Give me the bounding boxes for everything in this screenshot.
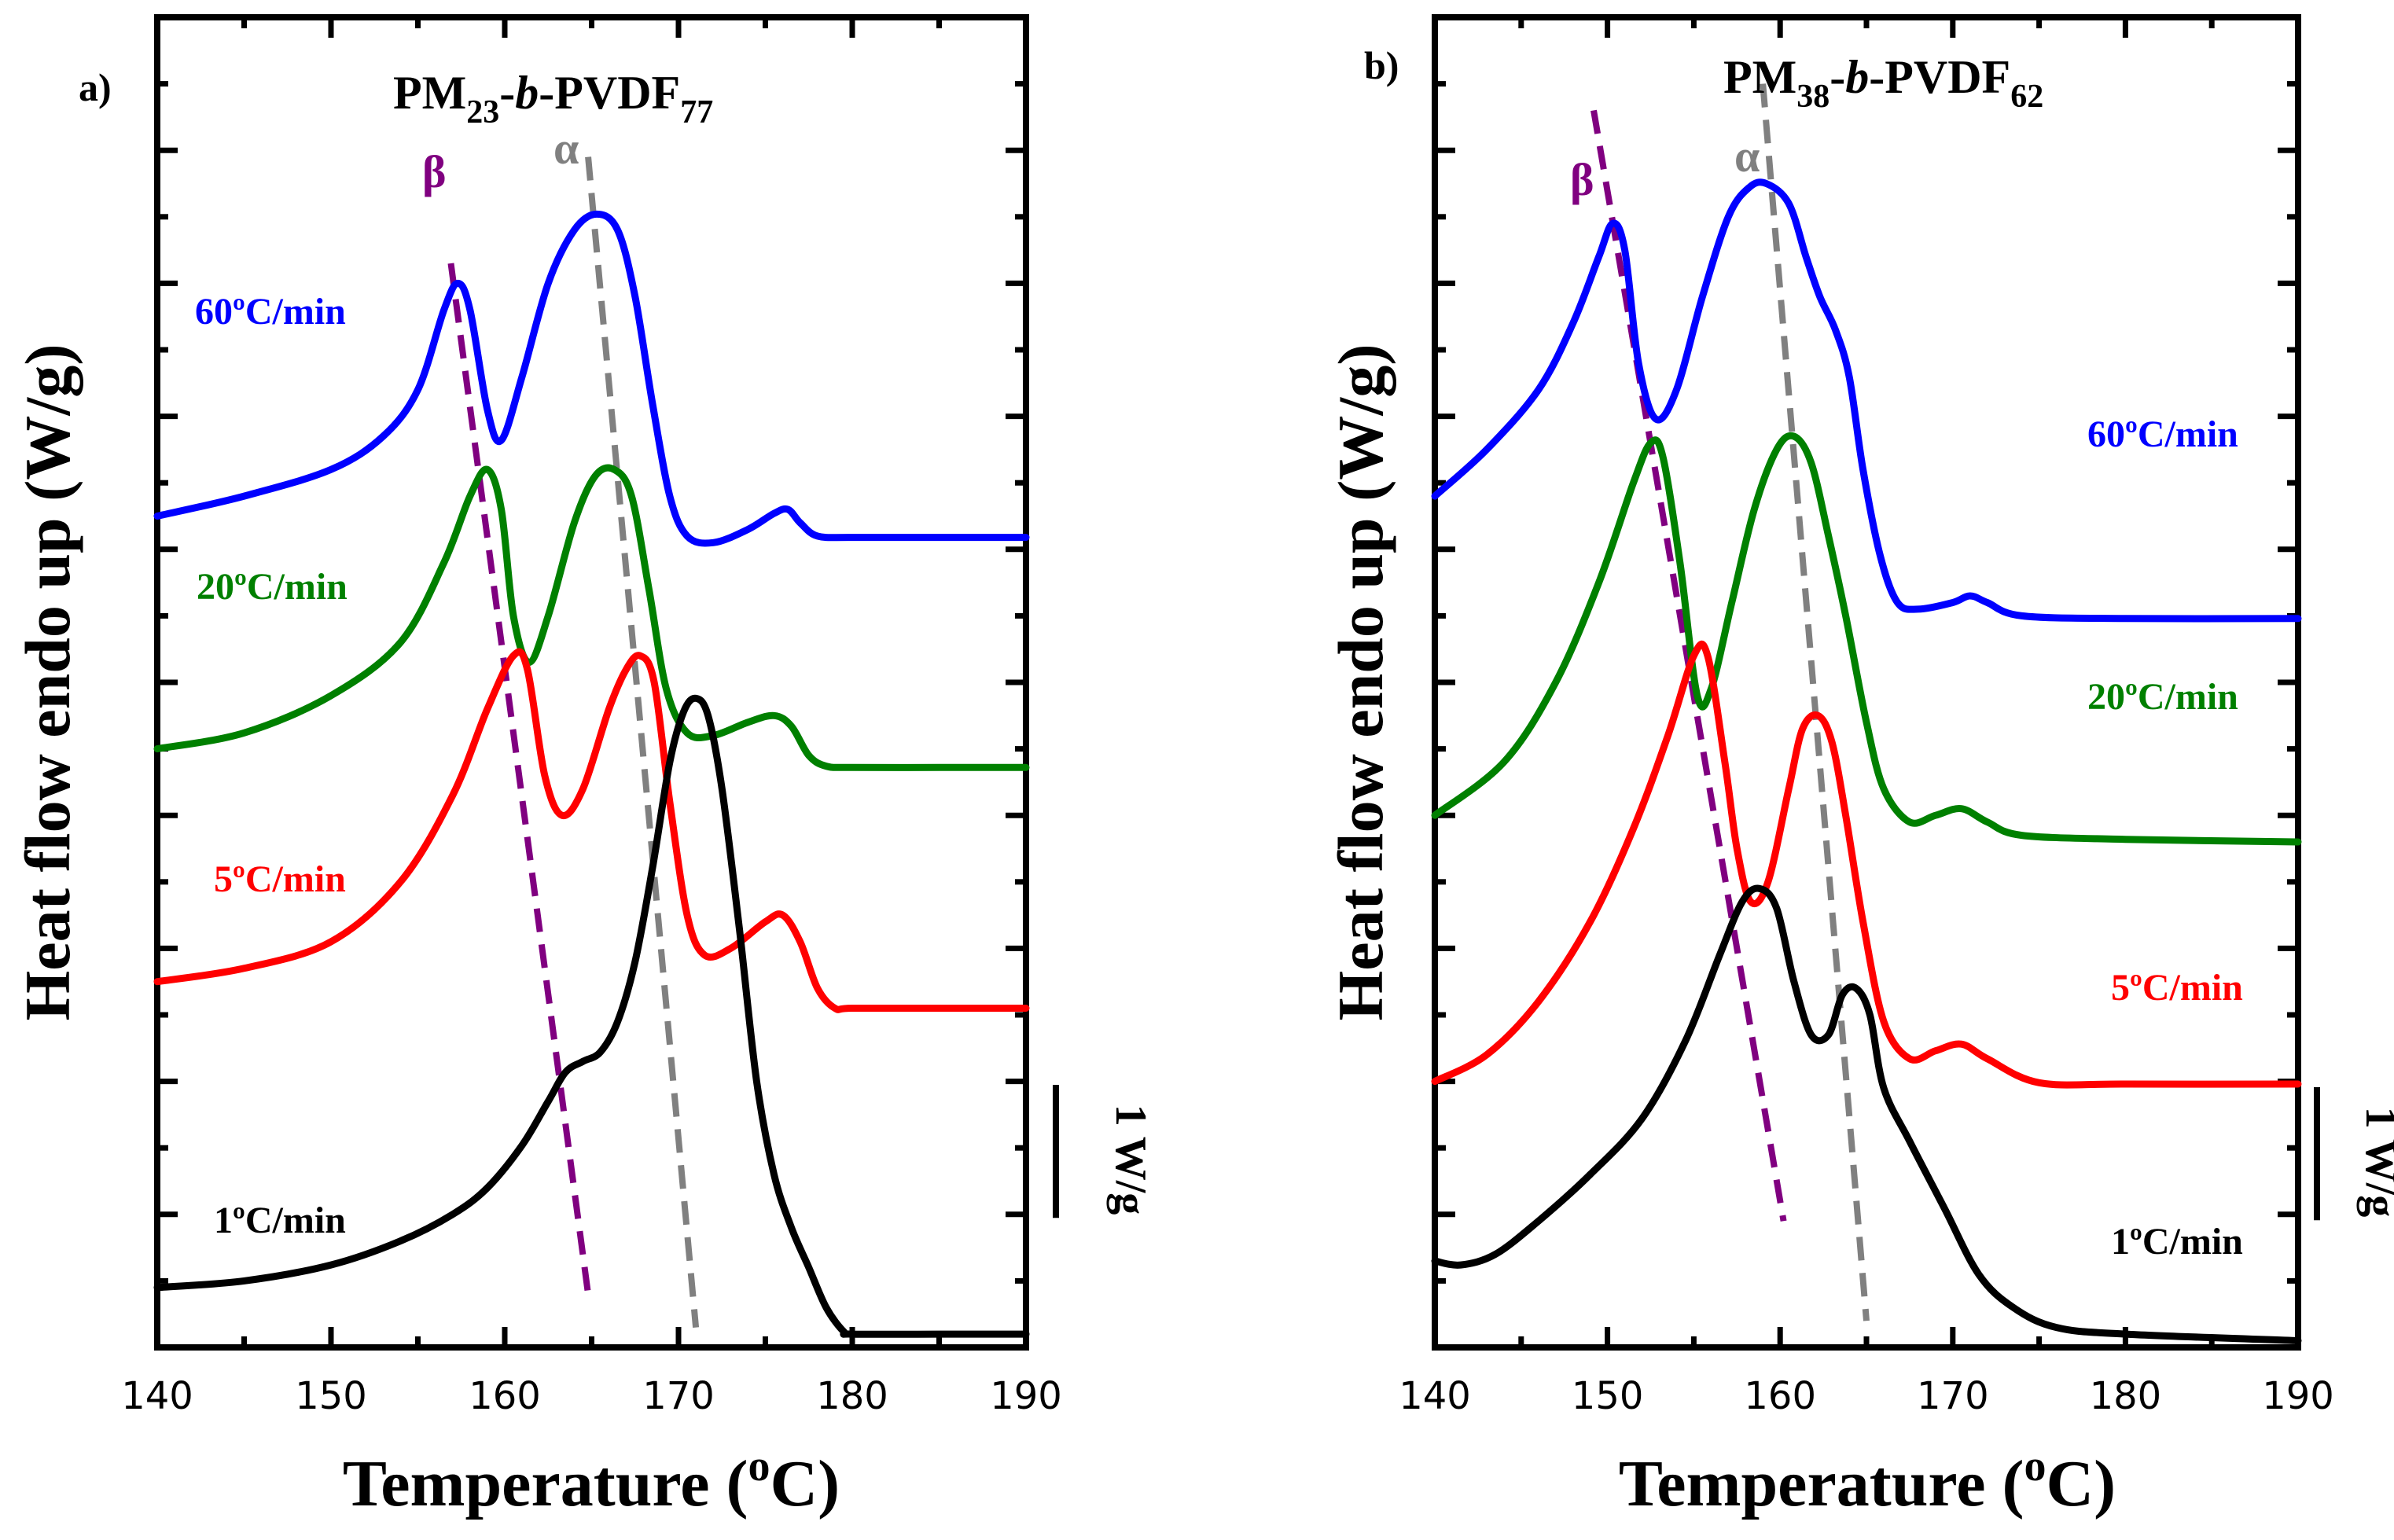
alpha-symbol-label: α bbox=[1734, 130, 1760, 182]
x-axis-label: Temperature (oC) bbox=[1619, 1442, 2116, 1520]
x-tick-labels: 140 150 160 170 180 190 bbox=[121, 1374, 1062, 1418]
scale-bar-label: 1 W/g bbox=[2356, 1107, 2394, 1218]
y-axis-label: Heat flow endo up (W/g) bbox=[1325, 344, 1396, 1021]
chart-title: PM23-b-PVDF77 bbox=[393, 67, 713, 130]
series-label-1: 1ºC/min bbox=[214, 1200, 346, 1241]
x-tick-label: 170 bbox=[1917, 1374, 1989, 1418]
series-line-20-c-per-min bbox=[1431, 432, 2302, 846]
alpha-guide-line bbox=[585, 156, 700, 1328]
alpha-guide-line bbox=[1760, 83, 1870, 1321]
crystal-phase-guides bbox=[1590, 83, 1870, 1321]
x-tick-label: 190 bbox=[990, 1374, 1062, 1418]
dsc-curves bbox=[153, 210, 1030, 1338]
series-line-5-c-per-min bbox=[1431, 640, 2302, 1089]
series-label-60: 60ºC/min bbox=[2087, 413, 2238, 455]
x-tick-label: 160 bbox=[1744, 1374, 1816, 1418]
y-axis-ticks bbox=[1435, 81, 2298, 1284]
x-axis-ticks bbox=[154, 17, 1029, 1347]
x-axis-label: Temperature (oC) bbox=[343, 1442, 840, 1520]
y-axis-ticks bbox=[157, 81, 1026, 1284]
x-tick-label: 190 bbox=[2262, 1374, 2334, 1418]
x-tick-label: 150 bbox=[1572, 1374, 1644, 1418]
x-tick-label: 150 bbox=[295, 1374, 367, 1418]
beta-guide-line bbox=[447, 263, 592, 1295]
series-line-20-c-per-min bbox=[153, 464, 1030, 771]
series-label-1: 1ºC/min bbox=[2111, 1221, 2243, 1263]
series-line-60-c-per-min bbox=[153, 210, 1030, 547]
panel-label: a) bbox=[79, 65, 112, 109]
beta-symbol-label: β bbox=[1570, 154, 1594, 205]
series-label-60: 60ºC/min bbox=[195, 291, 346, 333]
y-axis-label: Heat flow endo up (W/g) bbox=[12, 344, 83, 1021]
crystal-phase-guides bbox=[447, 156, 700, 1328]
x-tick-label: 160 bbox=[469, 1374, 541, 1418]
x-tick-label: 140 bbox=[1399, 1374, 1471, 1418]
scale-bar-label: 1 W/g bbox=[1106, 1104, 1155, 1215]
x-tick-label: 170 bbox=[642, 1374, 715, 1418]
panel-a: 140 150 160 170 180 190 a) PM23-b-PVDF77 60ºC… bbox=[12, 14, 1155, 1520]
chart-title: PM38-b-PVDF62 bbox=[1723, 51, 2043, 115]
x-tick-label: 140 bbox=[121, 1374, 193, 1418]
x-tick-label: 180 bbox=[816, 1374, 888, 1418]
panel-b: 140 150 160 170 180 190 b) PM38-b-PVDF62 60ºC… bbox=[1325, 14, 2394, 1520]
x-tick-labels: 140 150 160 170 180 190 bbox=[1399, 1374, 2334, 1418]
series-label-20: 20ºC/min bbox=[2087, 676, 2238, 718]
dsc-curves bbox=[1431, 178, 2302, 1344]
series-label-20: 20ºC/min bbox=[197, 566, 348, 608]
series-label-5: 5ºC/min bbox=[2111, 967, 2243, 1009]
series-line-5-c-per-min bbox=[153, 648, 1030, 1013]
panel-label: b) bbox=[1364, 43, 1399, 87]
series-line-60-c-per-min bbox=[1431, 178, 2302, 623]
series-line-1-c-per-min bbox=[1431, 884, 2302, 1344]
alpha-symbol-label: α bbox=[553, 123, 579, 174]
x-tick-label: 180 bbox=[2090, 1374, 2162, 1418]
series-line-1-c-per-min bbox=[153, 694, 1030, 1338]
beta-symbol-label: β bbox=[422, 146, 447, 197]
series-label-5: 5ºC/min bbox=[214, 858, 346, 900]
